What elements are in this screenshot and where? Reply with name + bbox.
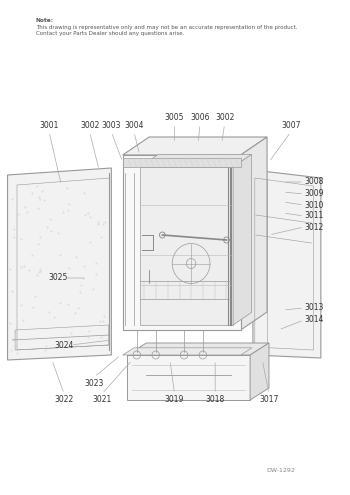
- Text: 3008: 3008: [305, 178, 324, 187]
- Text: 3006: 3006: [190, 113, 210, 122]
- Polygon shape: [123, 158, 241, 167]
- Text: 3003: 3003: [102, 121, 121, 131]
- Polygon shape: [8, 168, 111, 360]
- Text: 3011: 3011: [305, 211, 324, 220]
- Text: 3010: 3010: [305, 200, 324, 209]
- Text: 3004: 3004: [124, 121, 144, 131]
- Polygon shape: [127, 355, 250, 400]
- Text: 3023: 3023: [85, 379, 104, 388]
- Text: This drawing is representative only and may not be an accurate representation of: This drawing is representative only and …: [36, 25, 298, 30]
- Text: 3019: 3019: [165, 396, 184, 404]
- Text: Contact your Parts Dealer should any questions arise.: Contact your Parts Dealer should any que…: [36, 31, 184, 36]
- Text: 3002: 3002: [215, 113, 234, 122]
- Text: 3001: 3001: [40, 121, 59, 131]
- Polygon shape: [123, 348, 252, 355]
- Text: 3018: 3018: [205, 396, 225, 404]
- Text: 3025: 3025: [49, 274, 68, 283]
- Text: 3013: 3013: [305, 303, 324, 312]
- Text: 3002: 3002: [80, 121, 99, 131]
- Text: DW-1292: DW-1292: [267, 467, 296, 473]
- Polygon shape: [127, 343, 269, 355]
- Polygon shape: [241, 137, 267, 330]
- Text: 3021: 3021: [92, 396, 112, 404]
- Text: 3014: 3014: [305, 315, 324, 325]
- Polygon shape: [250, 343, 269, 400]
- Text: Note:: Note:: [36, 18, 54, 23]
- Polygon shape: [253, 170, 321, 358]
- Text: 3024: 3024: [55, 341, 74, 349]
- Polygon shape: [123, 137, 267, 155]
- Text: 3022: 3022: [55, 396, 74, 404]
- Text: 3007: 3007: [281, 121, 300, 131]
- Text: 3009: 3009: [305, 190, 324, 198]
- Text: 3017: 3017: [259, 396, 279, 404]
- Polygon shape: [140, 154, 252, 167]
- Polygon shape: [123, 155, 241, 330]
- Text: 3012: 3012: [305, 222, 324, 232]
- Polygon shape: [233, 154, 252, 325]
- Polygon shape: [140, 167, 233, 325]
- Text: 3005: 3005: [165, 113, 184, 122]
